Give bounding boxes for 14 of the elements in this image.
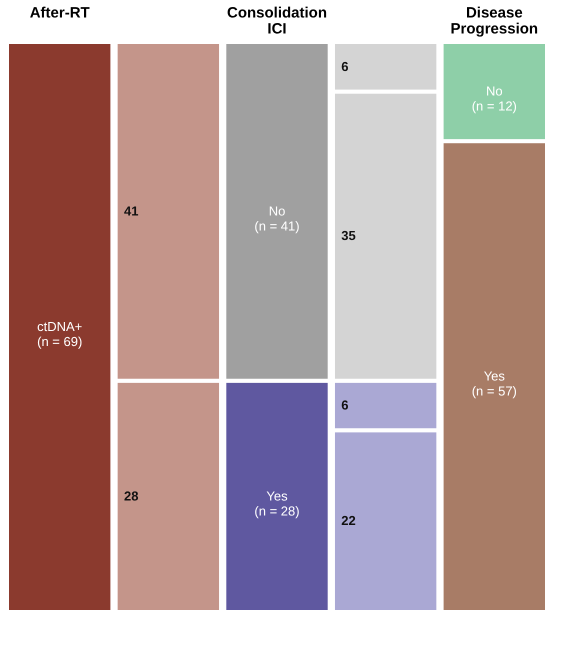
data-label: 22 bbox=[341, 513, 356, 528]
data-label: 28 bbox=[124, 488, 138, 504]
data-label: 6 bbox=[341, 397, 349, 412]
data-label: ctDNA+ (n = 69) bbox=[37, 319, 82, 349]
x-tick-label: Disease Progression bbox=[450, 4, 538, 38]
data-label: No (n = 12) bbox=[472, 84, 517, 114]
data-label: Yes (n = 28) bbox=[254, 488, 300, 518]
data-label: No (n = 41) bbox=[254, 203, 300, 234]
data-label: Yes (n = 57) bbox=[472, 368, 517, 399]
data-label: 6 bbox=[341, 58, 349, 74]
data-label: 35 bbox=[341, 228, 356, 244]
x-tick-label: Consolidation ICI bbox=[227, 4, 327, 38]
data-label: 41 bbox=[124, 203, 138, 218]
x-tick-label: After-RT bbox=[30, 4, 90, 22]
